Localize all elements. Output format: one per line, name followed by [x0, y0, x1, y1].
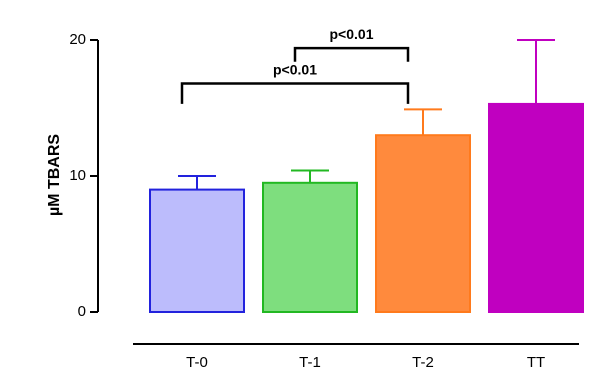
y-axis: 0 10 20: [69, 31, 99, 320]
x-tick-label: T-2: [412, 354, 434, 371]
error-bars: [178, 39, 555, 190]
significance-label: p<0.01: [273, 62, 317, 78]
significance-bracket: [293, 46, 410, 62]
bars: [149, 102, 584, 314]
bar-t-1: [262, 181, 358, 313]
y-axis-label: µM TBARS: [46, 134, 63, 216]
x-tick-label: T-0: [186, 354, 208, 371]
x-tick-label: T-1: [299, 354, 321, 371]
bar-t-0: [149, 188, 245, 314]
y-tick-label: 10: [69, 167, 86, 184]
bar-t-2: [375, 134, 471, 313]
x-tick-label: TT: [527, 354, 545, 371]
y-tick-label: 20: [69, 31, 86, 48]
significance-annotations: p<0.01 p<0.01: [180, 26, 410, 104]
bar-tt: [488, 102, 584, 313]
x-axis: T-0 T-1 T-2 TT: [133, 343, 579, 371]
significance-label: p<0.01: [330, 26, 374, 42]
significance-bracket: [180, 82, 410, 104]
y-tick-label: 0: [78, 303, 86, 320]
